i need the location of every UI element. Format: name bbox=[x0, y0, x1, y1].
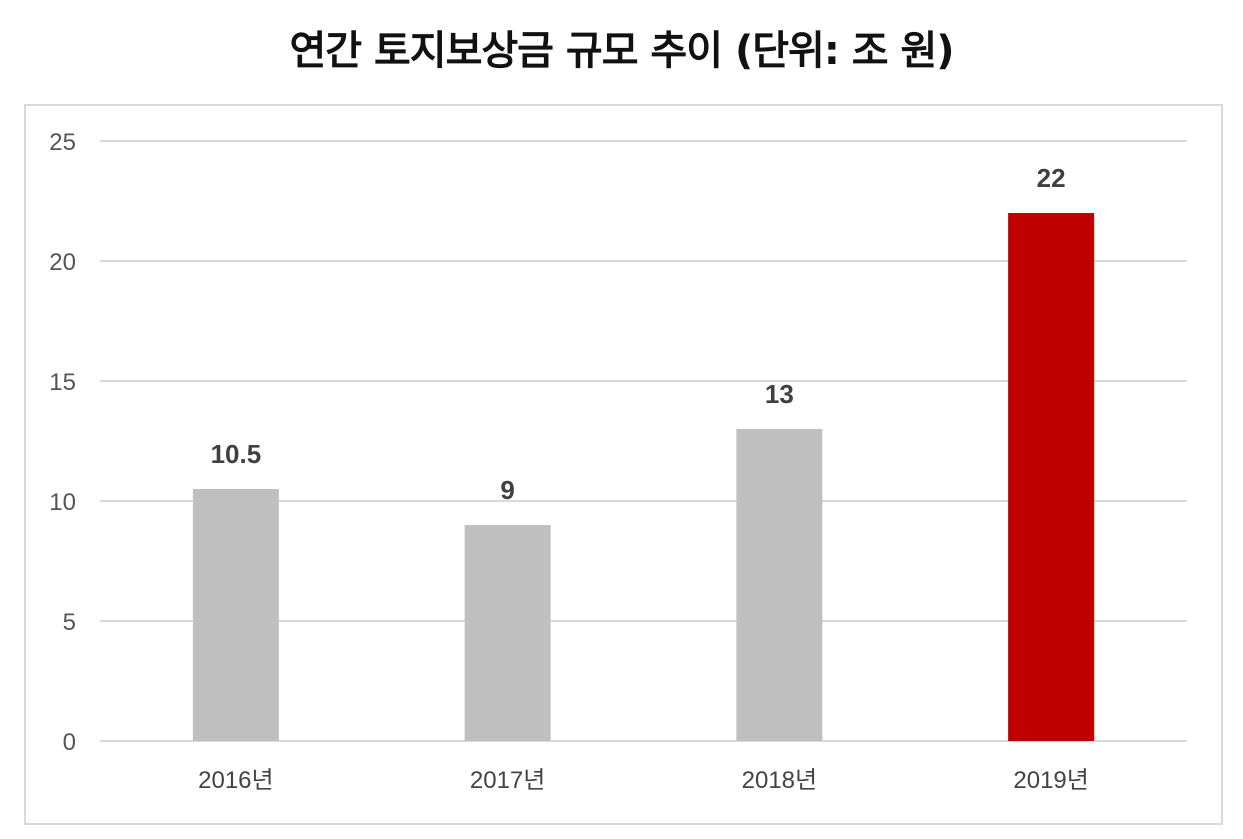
y-axis-ticks: 0 5 10 15 20 25 bbox=[49, 129, 76, 756]
data-label: 9 bbox=[500, 475, 514, 505]
x-category-label: 2017년 bbox=[470, 767, 545, 794]
y-tick-label: 10 bbox=[49, 489, 76, 516]
x-category-label: 2019년 bbox=[1013, 767, 1088, 794]
data-labels: 10.5 9 13 22 bbox=[211, 163, 1066, 505]
gridlines bbox=[100, 140, 1187, 742]
x-category-label: 2018년 bbox=[742, 767, 817, 794]
data-label: 22 bbox=[1037, 163, 1066, 193]
bar-2 bbox=[464, 525, 551, 741]
y-tick-label: 25 bbox=[49, 129, 76, 156]
bar-1 bbox=[192, 489, 279, 741]
y-tick-label: 0 bbox=[63, 729, 76, 756]
data-label: 10.5 bbox=[211, 439, 262, 469]
y-tick-label: 5 bbox=[63, 609, 76, 636]
bar-3 bbox=[736, 429, 823, 741]
y-tick-label: 20 bbox=[49, 249, 76, 276]
y-tick-label: 15 bbox=[49, 369, 76, 396]
bar-4 bbox=[1008, 213, 1095, 741]
bars bbox=[192, 213, 1095, 741]
x-axis-labels: 2016년 2017년 2018년 2019년 bbox=[198, 767, 1089, 794]
x-category-label: 2016년 bbox=[198, 767, 273, 794]
chart-title: 연간 토지보상금 규모 추이 (단위: 조 원) bbox=[289, 28, 954, 74]
data-label: 13 bbox=[765, 379, 794, 409]
